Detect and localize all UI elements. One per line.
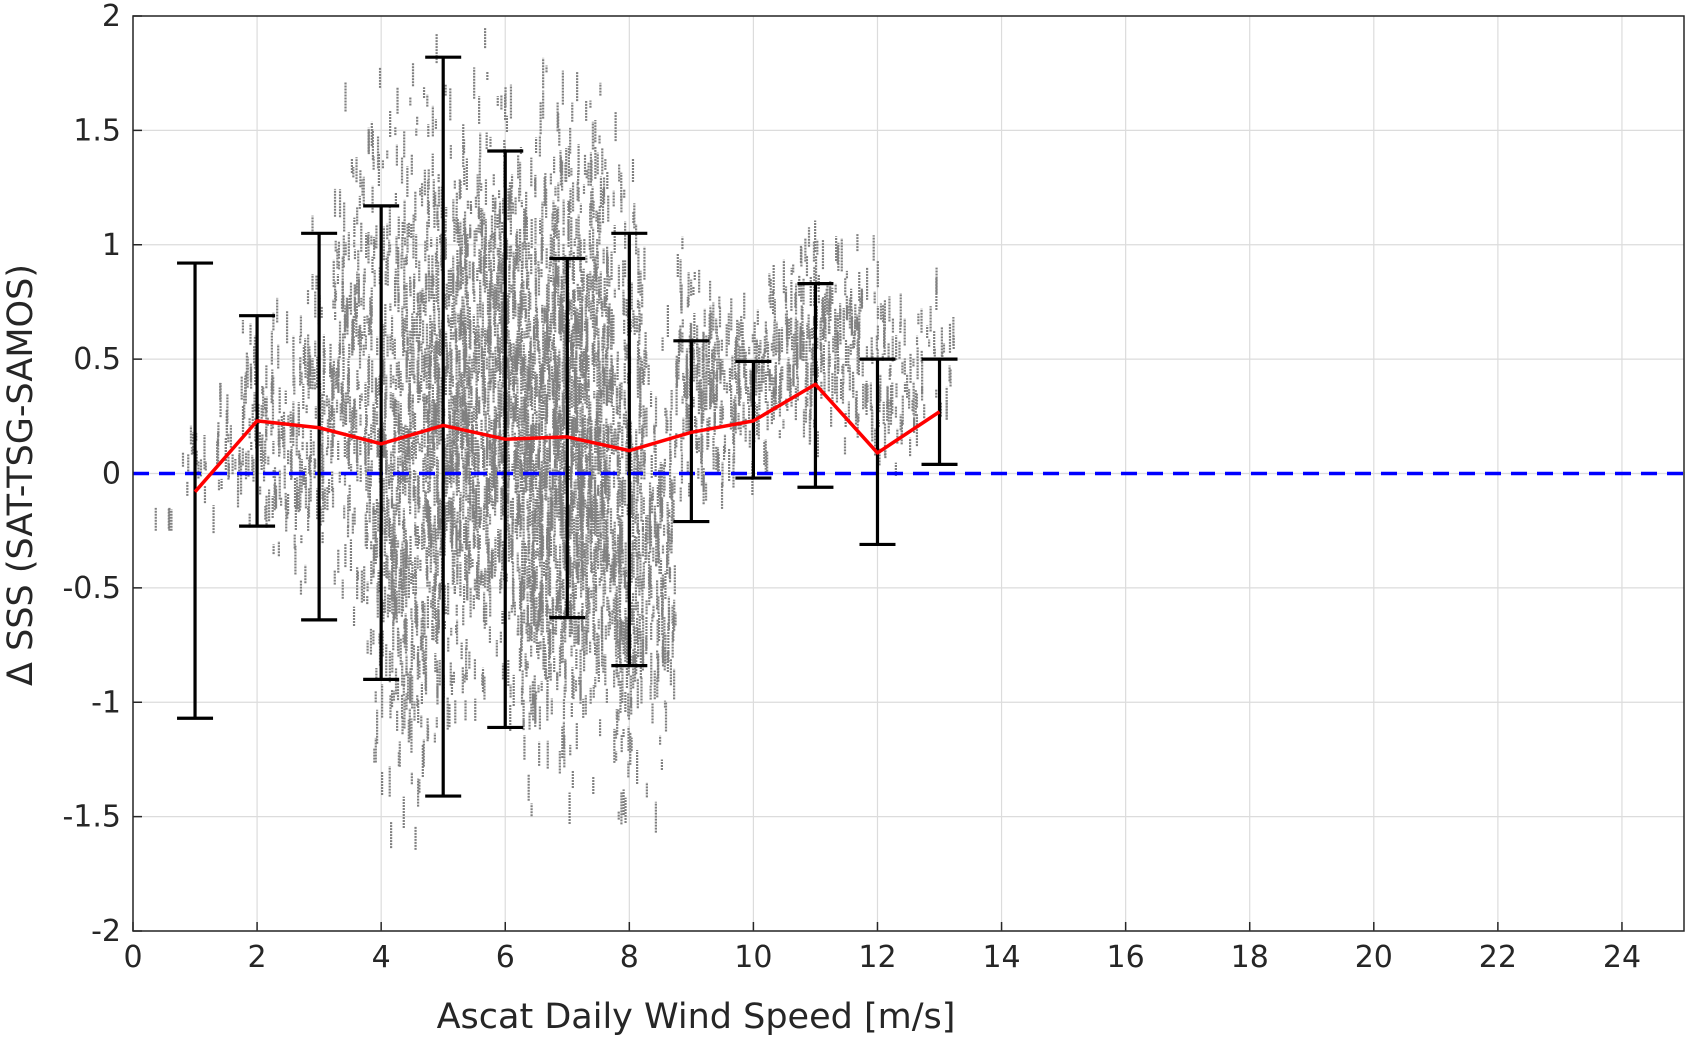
x-tick-label: 8 (620, 940, 639, 975)
x-tick-label: 6 (496, 940, 515, 975)
x-tick-label: 0 (123, 940, 142, 975)
y-tick-label: 2 (102, 0, 121, 34)
y-axis-label: Δ SSS (SAT-TSG-SAMOS) (1, 264, 41, 686)
mean-line (193, 382, 941, 493)
x-tick-label: 16 (1107, 940, 1145, 975)
x-tick-label: 12 (858, 940, 896, 975)
y-tick-label: 0 (102, 457, 121, 492)
y-tick-label: -0.5 (62, 571, 121, 606)
x-tick-label: 10 (734, 940, 772, 975)
x-tick-label: 22 (1479, 940, 1517, 975)
y-tick-label: 1.5 (73, 113, 121, 148)
x-tick-label: 18 (1231, 940, 1269, 975)
y-tick-label: 1 (102, 228, 121, 263)
x-tick-label: 20 (1355, 940, 1393, 975)
plot-frame (132, 15, 1685, 932)
y-tick-label: -2 (91, 914, 121, 949)
y-tick-label: 0.5 (73, 342, 121, 377)
x-tick-label: 24 (1603, 940, 1641, 975)
x-axis-label: Ascat Daily Wind Speed [m/s] (437, 997, 956, 1037)
y-tick-label: -1 (91, 685, 121, 720)
x-tick-label: 4 (372, 940, 391, 975)
y-tick-label: -1.5 (62, 800, 121, 835)
y-tick-labels: -2 -1.5 -1 -0.5 0 0.5 1 1.5 2 (62, 0, 121, 949)
x-tick-labels: 0 2 4 6 8 10 12 14 16 18 20 22 24 (123, 940, 1641, 975)
x-tick-label: 14 (982, 940, 1020, 975)
x-tick-label: 2 (248, 940, 267, 975)
